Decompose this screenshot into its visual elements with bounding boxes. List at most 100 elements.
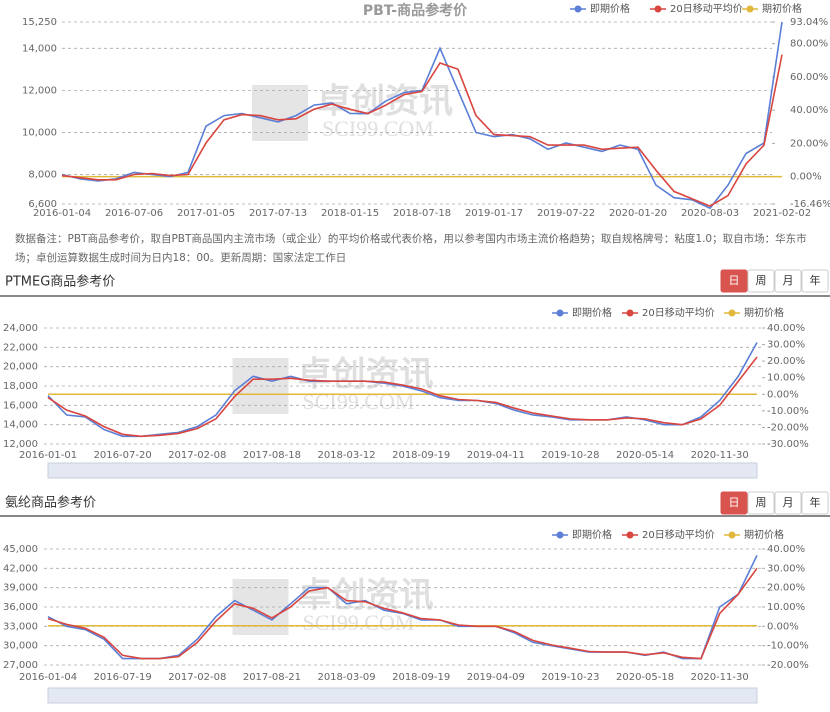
legend-label[interactable]: 20日移动平均价 bbox=[670, 2, 743, 15]
y2-tick-label: -10.00% bbox=[767, 406, 809, 417]
y2-tick-label: 20.00% bbox=[767, 356, 805, 367]
range-button-label[interactable]: 日 bbox=[729, 274, 740, 287]
legend-dot bbox=[574, 5, 582, 13]
section-rule bbox=[0, 295, 830, 297]
x-tick-label: 2017-07-13 bbox=[249, 208, 307, 219]
y2-tick-label: 20.00% bbox=[767, 583, 805, 594]
range-button-label[interactable]: 周 bbox=[756, 274, 767, 287]
x-tick-label: 2019-04-11 bbox=[467, 450, 525, 461]
y-tick-label: 27,000 bbox=[3, 660, 38, 671]
chart-title: PBT-商品参考价 bbox=[363, 2, 468, 19]
range-slider[interactable] bbox=[47, 687, 758, 704]
watermark-text: SCI99.COM bbox=[303, 389, 415, 414]
x-tick-label: 2019-01-17 bbox=[465, 208, 523, 219]
y-tick-label: 10,000 bbox=[22, 127, 57, 138]
range-button[interactable] bbox=[747, 269, 775, 293]
y2-tick-label: 30.00% bbox=[767, 340, 805, 351]
y-tick-label: 15,250 bbox=[22, 17, 57, 28]
range-button[interactable] bbox=[720, 269, 748, 293]
x-tick-label: 2016-07-06 bbox=[105, 208, 163, 219]
y-tick-label: 45,000 bbox=[3, 544, 38, 555]
y2-tick-label: -10.00% bbox=[767, 641, 809, 652]
x-tick-label: 2017-08-21 bbox=[243, 672, 301, 683]
legend-dot bbox=[626, 309, 634, 317]
y2-tick-label: 60.00% bbox=[790, 72, 828, 83]
x-tick-label: 2020-11-30 bbox=[691, 450, 749, 461]
x-tick-label: 2017-08-18 bbox=[243, 450, 301, 461]
y-tick-label: 12,000 bbox=[3, 439, 38, 450]
range-button-label[interactable]: 月 bbox=[783, 496, 794, 509]
x-tick-label: 2018-07-18 bbox=[393, 208, 451, 219]
legend-label[interactable]: 20日移动平均价 bbox=[642, 306, 715, 319]
range-button[interactable] bbox=[720, 491, 748, 515]
legend-dot bbox=[728, 309, 736, 317]
y2-tick-label: 93.04% bbox=[790, 17, 828, 28]
range-button-label[interactable]: 周 bbox=[756, 496, 767, 509]
watermark-text: SCI99.COM bbox=[303, 610, 415, 635]
range-button-label[interactable]: 年 bbox=[810, 273, 821, 287]
legend-dot bbox=[654, 5, 662, 13]
data-note: 数据备注：PBT商品参考价，取自PBT商品国内主流市场（或企业）的平均价格或代表… bbox=[15, 233, 807, 264]
y2-tick-label: -16.46% bbox=[790, 199, 830, 210]
y2-tick-label: 40.00% bbox=[767, 323, 805, 334]
x-tick-label: 2017-02-08 bbox=[168, 450, 226, 461]
x-tick-label: 2018-09-19 bbox=[392, 672, 450, 683]
section-rule bbox=[0, 515, 830, 517]
x-tick-label: 2019-07-22 bbox=[537, 208, 595, 219]
y2-tick-label: 80.00% bbox=[790, 39, 828, 50]
y2-tick-label: 0.00% bbox=[767, 389, 799, 400]
legend-label[interactable]: 期初价格 bbox=[744, 306, 784, 319]
section-title: 氨纶商品参考价 bbox=[5, 495, 96, 511]
legend-label[interactable]: 即期价格 bbox=[590, 2, 630, 15]
y-tick-label: 14,000 bbox=[3, 420, 38, 431]
x-tick-label: 2019-10-28 bbox=[541, 450, 599, 461]
y-tick-label: 30,000 bbox=[3, 641, 38, 652]
watermark-text: SCI99.COM bbox=[322, 116, 434, 141]
y2-tick-label: 40.00% bbox=[767, 544, 805, 555]
range-slider[interactable] bbox=[47, 462, 758, 479]
x-tick-label: 2016-07-19 bbox=[94, 672, 152, 683]
legend-label[interactable]: 20日移动平均价 bbox=[642, 528, 715, 541]
legend-dot bbox=[728, 531, 736, 539]
y2-tick-label: -20.00% bbox=[767, 422, 809, 433]
legend-label[interactable]: 期初价格 bbox=[744, 528, 784, 541]
range-button[interactable] bbox=[774, 269, 802, 293]
y2-tick-label: 0.00% bbox=[767, 621, 799, 632]
range-button[interactable] bbox=[774, 491, 802, 515]
y2-tick-label: 10.00% bbox=[767, 602, 805, 613]
series-line bbox=[47, 356, 758, 438]
x-tick-label: 2016-07-20 bbox=[94, 450, 152, 461]
x-tick-label: 2020-11-30 bbox=[691, 672, 749, 683]
x-tick-label: 2021-02-02 bbox=[753, 208, 811, 219]
y-tick-label: 42,000 bbox=[3, 563, 38, 574]
legend-label[interactable]: 即期价格 bbox=[572, 528, 612, 541]
watermark-logo bbox=[252, 85, 308, 141]
range-button[interactable] bbox=[747, 491, 775, 515]
x-tick-label: 2016-01-04 bbox=[19, 672, 77, 683]
y2-tick-label: 40.00% bbox=[790, 105, 828, 116]
y-tick-label: 33,000 bbox=[3, 621, 38, 632]
range-button-label[interactable]: 年 bbox=[810, 495, 821, 509]
x-tick-label: 2020-05-18 bbox=[616, 672, 674, 683]
legend-label[interactable]: 即期价格 bbox=[572, 306, 612, 319]
y-tick-label: 36,000 bbox=[3, 602, 38, 613]
y-tick-label: 6,600 bbox=[28, 199, 57, 210]
legend-dot bbox=[556, 531, 564, 539]
series-line bbox=[61, 54, 783, 207]
section-title: PTMEG商品参考价 bbox=[5, 274, 115, 290]
range-button[interactable] bbox=[801, 491, 829, 515]
x-tick-label: 2016-01-04 bbox=[33, 208, 91, 219]
range-button-label[interactable]: 月 bbox=[783, 274, 794, 287]
x-tick-label: 2016-01-01 bbox=[19, 450, 77, 461]
x-tick-label: 2018-09-19 bbox=[392, 450, 450, 461]
range-button-label[interactable]: 日 bbox=[729, 496, 740, 509]
range-button[interactable] bbox=[801, 269, 829, 293]
legend-label[interactable]: 期初价格 bbox=[762, 2, 802, 15]
y2-tick-label: 0.00% bbox=[790, 172, 822, 183]
watermark-text: 卓创资讯 bbox=[298, 576, 434, 616]
y2-tick-label: -20.00% bbox=[767, 660, 809, 671]
y-tick-label: 12,000 bbox=[22, 85, 57, 96]
legend-dot bbox=[746, 5, 754, 13]
